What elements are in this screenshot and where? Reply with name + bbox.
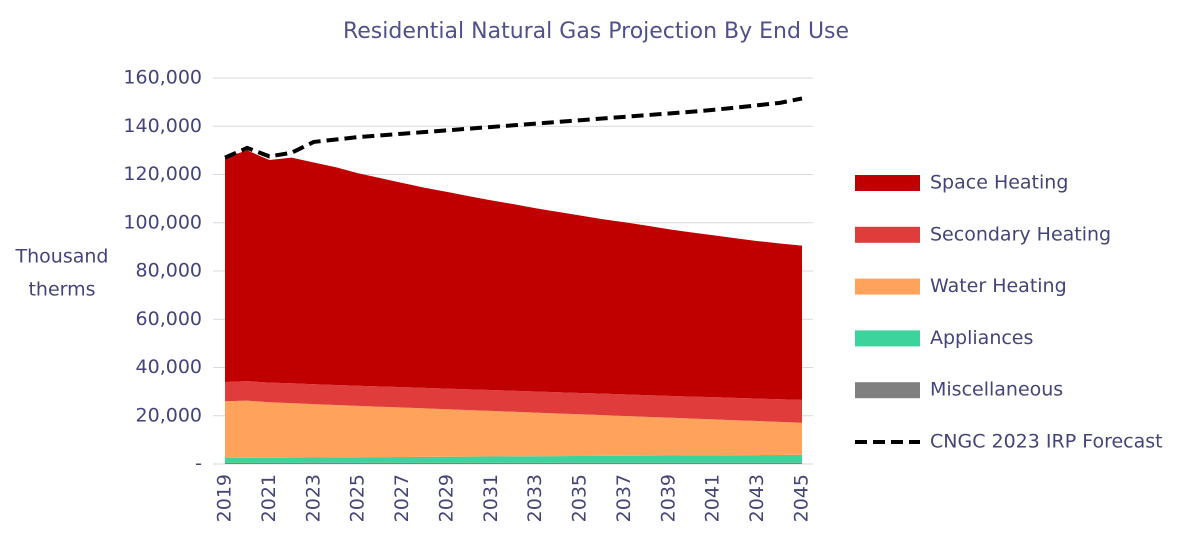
x-tick-label: 2043 (746, 474, 768, 522)
y-tick-label: 120,000 (123, 163, 202, 185)
x-tick-label: 2031 (480, 474, 502, 522)
x-tick-label: 2029 (435, 474, 457, 522)
area (225, 400, 802, 458)
y-axis-label: therms (28, 279, 95, 301)
legend-label: Space Heating (930, 172, 1068, 194)
x-tick-label: 2023 (302, 474, 324, 522)
legend-label: Appliances (930, 327, 1033, 349)
x-tick-label: 2045 (791, 474, 813, 522)
area (225, 462, 802, 464)
x-tick-label: 2019 (214, 474, 236, 522)
y-tick-label: - (195, 453, 202, 475)
legend-swatch (855, 175, 920, 191)
x-tick-label: 2025 (347, 474, 369, 522)
legend-label: Miscellaneous (930, 379, 1063, 401)
y-tick-label: 140,000 (123, 115, 202, 137)
legend-label: CNGC 2023 IRP Forecast (930, 431, 1163, 453)
y-tick-label: 100,000 (123, 211, 202, 233)
x-tick-label: 2037 (613, 474, 635, 522)
legend-swatch (855, 226, 920, 243)
x-tick-label: 2021 (258, 474, 280, 522)
x-tick-label: 2039 (657, 474, 679, 522)
legend-swatch (855, 278, 920, 295)
area (225, 381, 802, 423)
y-tick-label: 20,000 (136, 404, 202, 426)
legend-swatch (855, 382, 920, 399)
legend-swatch (855, 330, 920, 347)
area (225, 150, 802, 400)
x-tick-label: 2033 (524, 474, 546, 522)
y-tick-label: 160,000 (123, 67, 202, 89)
y-tick-label: 80,000 (136, 260, 202, 282)
y-axis-label: Thousand (15, 246, 109, 268)
y-tick-label: 60,000 (136, 308, 202, 330)
legend-label: Water Heating (930, 275, 1067, 297)
chart-title: Residential Natural Gas Projection By En… (343, 19, 849, 44)
legend-label: Secondary Heating (930, 223, 1111, 245)
line (224, 96, 803, 160)
area (225, 454, 802, 463)
x-tick-label: 2027 (391, 474, 413, 522)
y-tick-label: 40,000 (136, 356, 202, 378)
x-tick-label: 2041 (702, 474, 724, 522)
x-tick-label: 2035 (569, 474, 591, 522)
